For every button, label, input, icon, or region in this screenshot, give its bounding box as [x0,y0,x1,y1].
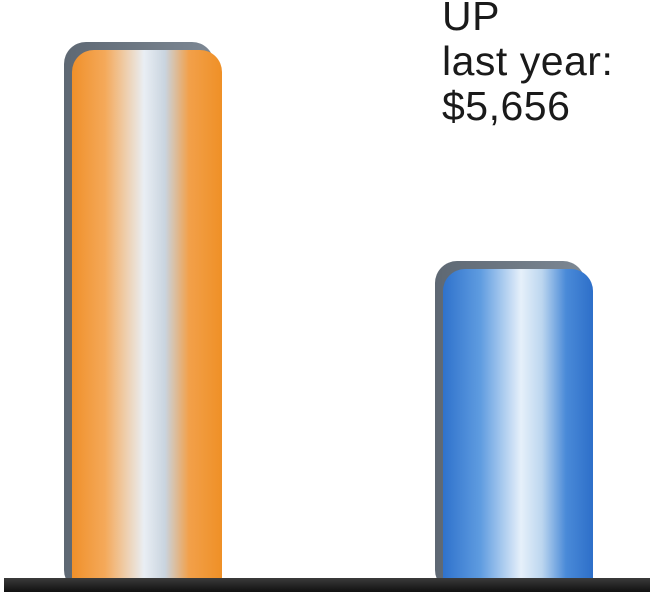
bar-2-front [443,269,593,597]
annotation-line-3: $5,656 [442,83,571,129]
annotation-line-2: last year: [442,38,614,84]
annotation-line-1: UP [442,0,500,39]
bar-1-front [72,49,222,597]
baseline-axis [4,578,650,592]
bars-layer [64,41,593,597]
bar-annotation: UP last year: $5,656 [442,0,647,129]
bar-1 [64,41,222,597]
bar-2 [435,261,593,597]
